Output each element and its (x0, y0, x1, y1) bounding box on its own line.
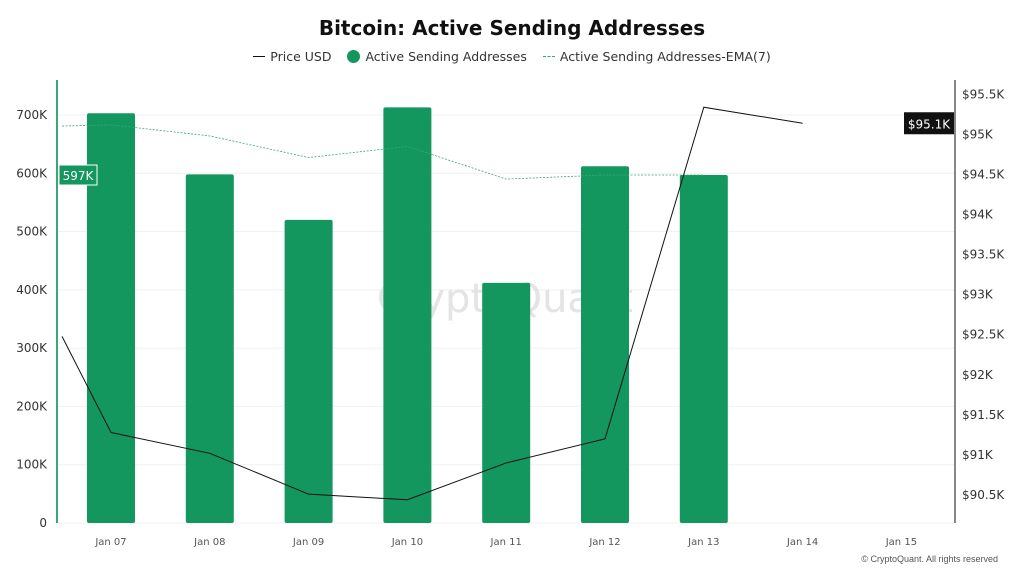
left-tick-label: 500K (16, 225, 48, 239)
right-tick-label: $91K (962, 448, 994, 462)
price-line (61, 106, 803, 501)
legend-label: Active Sending Addresses (365, 49, 527, 64)
x-tick-label: Jan 07 (94, 537, 126, 548)
right-tick-label: $95.5K (962, 87, 1005, 101)
left-tick-label: 200K (16, 399, 48, 413)
dashed-swatch-icon (542, 56, 555, 57)
x-tick-label: Jan 08 (193, 537, 225, 548)
current-value-label-left: 597K (63, 169, 95, 183)
x-tick-label: Jan 09 (292, 537, 324, 548)
circle-swatch-icon (347, 50, 361, 63)
x-tick-label: Jan 12 (588, 537, 620, 548)
right-tick-label: $91.5K (962, 408, 1005, 422)
legend-item-ema[interactable]: Active Sending Addresses-EMA(7) (542, 49, 771, 64)
bar (482, 282, 531, 523)
left-tick-label: 400K (16, 283, 48, 297)
bar (383, 107, 432, 523)
right-tick-label: $94K (962, 208, 994, 222)
x-tick-label: Jan 13 (687, 537, 719, 548)
bar (87, 113, 135, 523)
chart-title: Bitcoin: Active Sending Addresses (318, 16, 706, 40)
left-tick-label: 700K (16, 108, 48, 122)
line-swatch-icon (253, 56, 266, 57)
ema-line (61, 124, 704, 180)
bar (581, 166, 629, 523)
left-tick-label: 0 (39, 516, 47, 530)
left-tick-label: 100K (16, 458, 48, 472)
legend-item-addresses[interactable]: Active Sending Addresses (347, 49, 527, 64)
right-tick-label: $93K (962, 288, 994, 302)
x-tick-label: Jan 15 (885, 537, 917, 548)
legend-label: Price USD (270, 49, 332, 64)
x-tick-label: Jan 11 (490, 537, 522, 548)
x-tick-label: Jan 14 (786, 537, 818, 548)
right-tick-label: $94.5K (962, 168, 1005, 182)
credit: © CryptoQuant. All rights reserved (861, 554, 998, 564)
current-value-badge-right (904, 112, 954, 135)
left-tick-label: 300K (16, 341, 48, 355)
bar (185, 174, 234, 523)
current-value-label-right: $95.1K (908, 117, 951, 131)
left-tick-label: 600K (16, 166, 48, 180)
right-tick-label: $90.5K (962, 488, 1005, 502)
right-tick-label: $92.5K (962, 328, 1005, 342)
bar (679, 175, 728, 523)
bar (284, 219, 333, 524)
legend: Price USD Active Sending Addresses Activ… (0, 49, 1024, 64)
legend-item-price[interactable]: Price USD (253, 49, 331, 64)
right-tick-label: $92K (962, 368, 994, 382)
legend-label: Active Sending Addresses-EMA(7) (559, 49, 771, 64)
x-tick-label: Jan 10 (391, 537, 423, 548)
right-tick-label: $93.5K (962, 248, 1005, 262)
right-tick-label: $95K (962, 127, 994, 141)
current-value-badge-left (58, 164, 98, 186)
